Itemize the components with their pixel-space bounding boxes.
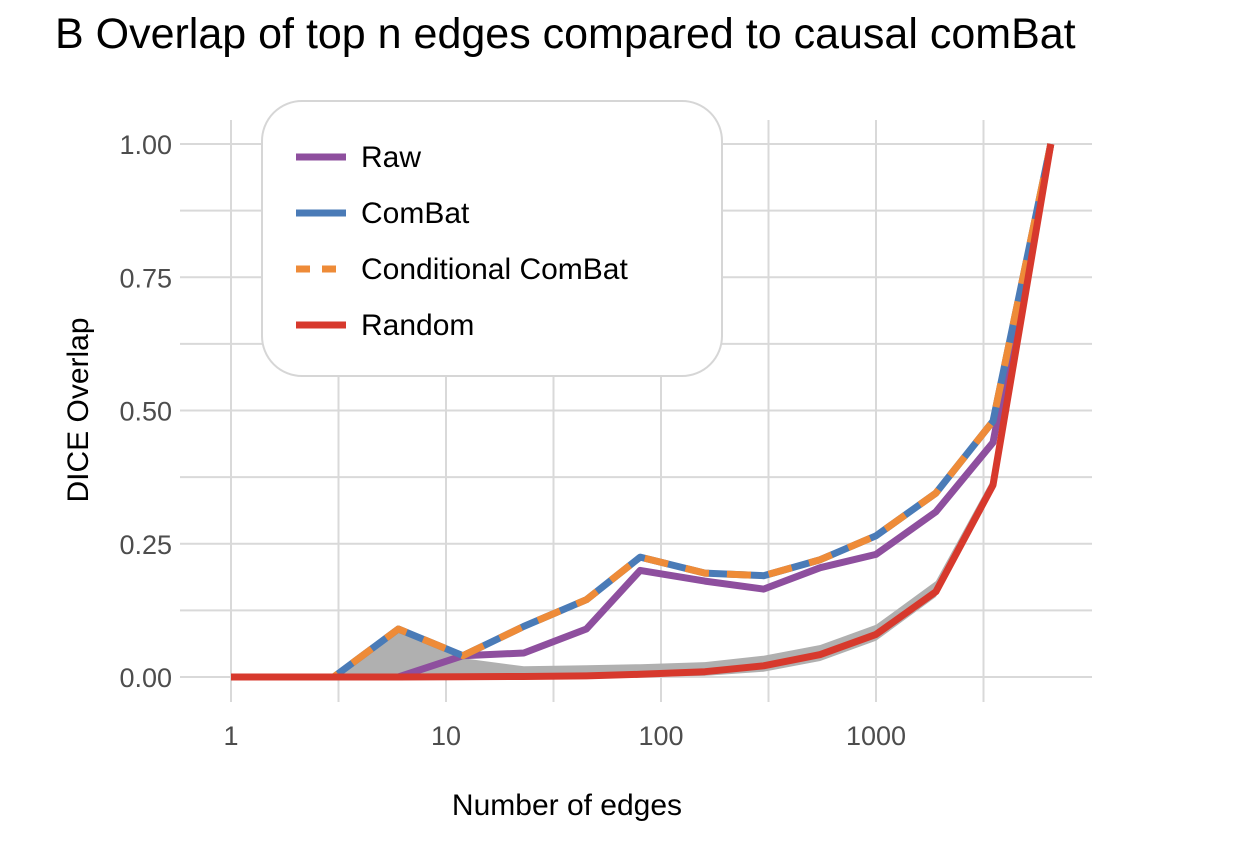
legend-box [261,100,723,377]
legend: Raw ComBat Conditional ComBat Random [261,100,723,377]
x-axis-label: Number of edges [452,789,682,822]
legend-label-random: Random [361,309,474,342]
legend-label-combat: ComBat [361,197,470,230]
legend-label-conditional-combat: Conditional ComBat [361,253,628,286]
chart-title: B Overlap of top n edges compared to cau… [55,10,1076,58]
x-tick-label: 1000 [846,721,906,751]
x-tick-label: 100 [638,721,683,751]
series-lines [231,143,1055,681]
y-tick-label: 1.00 [119,130,172,160]
y-tick-label: 0.50 [119,397,172,427]
y-tick-label: 0.75 [119,263,172,293]
tick-labels: 1 10 100 1000 0.00 0.25 0.50 0.75 1.00 [119,130,906,751]
series-line-random [231,143,1055,681]
series-line-conditional-combat [231,143,1055,681]
y-tick-label: 0.00 [119,663,172,693]
x-tick-label: 10 [431,721,461,751]
legend-label-raw: Raw [361,141,421,174]
y-tick-label: 0.25 [119,530,172,560]
x-tick-label: 1 [223,721,238,751]
y-axis-label: DICE Overlap [62,317,95,502]
